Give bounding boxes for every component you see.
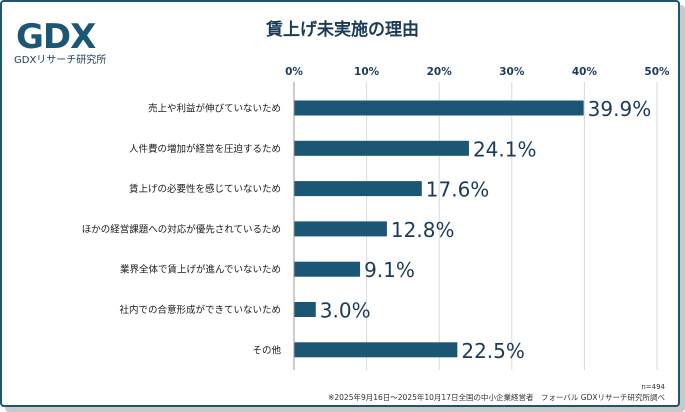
category-label: 売上や利益が伸びていないため: [148, 103, 281, 115]
value-label: 24.1%: [473, 137, 537, 161]
x-tick-label: 0%: [285, 66, 303, 78]
chart-title: 賃上げ未実施の理由: [266, 20, 419, 40]
category-label: 社内での合意形成ができていないため: [119, 304, 281, 316]
category-label: その他: [252, 344, 281, 356]
category-label: 人件費の増加が経営を圧迫するため: [129, 143, 281, 155]
category-label: ほかの経営課題への対応が優先されているため: [82, 223, 281, 235]
logo-subtitle: GDXリサーチ研究所: [14, 55, 107, 66]
value-label: 39.9%: [588, 97, 652, 121]
x-tick-label: 50%: [644, 66, 670, 78]
svg-text:GDX: GDX: [16, 17, 96, 57]
value-label: 9.1%: [364, 258, 415, 282]
bar: [294, 342, 458, 358]
bar: [294, 181, 422, 197]
x-tick-label: 20%: [427, 66, 453, 78]
value-label: 22.5%: [461, 339, 525, 363]
bar: [294, 100, 584, 116]
x-tick-label: 10%: [354, 66, 380, 78]
x-tick-label: 30%: [499, 66, 525, 78]
value-label: 17.6%: [426, 178, 490, 202]
category-label: 業界全体で賃上げが進んでいないため: [120, 264, 281, 276]
bar: [294, 221, 387, 237]
bar: [294, 302, 316, 317]
source-note: ※2025年9月16日～2025年10月17日全国の中小企業経営者 フォーバル …: [328, 393, 665, 402]
bar: [294, 261, 361, 277]
x-tick-label: 40%: [572, 66, 598, 78]
bar: [294, 140, 469, 156]
gdx-logo: GDX: [16, 17, 97, 57]
value-label: 3.0%: [320, 299, 371, 323]
sample-size: n=494: [641, 383, 665, 391]
category-label: 賃上げの必要性を感じていないため: [129, 183, 281, 195]
value-label: 12.8%: [391, 218, 455, 242]
